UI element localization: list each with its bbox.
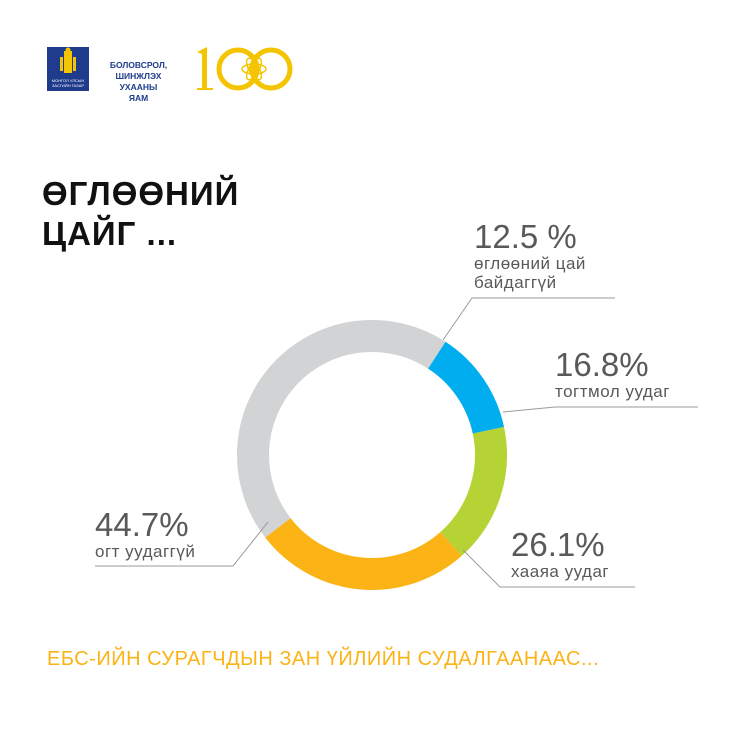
slice-percent: 44.7% [95, 506, 189, 543]
ministry-line: ЯАМ [128, 93, 149, 103]
leader-line [462, 549, 635, 588]
slice-label-2: 26.1% хааяа уудаг [511, 526, 610, 582]
donut-slice-3 [237, 320, 446, 538]
donut-slice-1 [440, 426, 507, 556]
leader-line [95, 521, 269, 567]
emblem-text: МОНГОЛ УЛСЫН ЗАСГИЙН ГАЗАР [51, 78, 85, 88]
slice-percent: 26.1% [511, 526, 605, 563]
anniversary-100-logo [197, 47, 293, 91]
ministry-name: БОЛОВСРОЛ, ШИНЖЛЭХ УХААНЫ ЯАМ [96, 60, 181, 104]
chart-title: ӨГЛӨӨНИЙ ЦАЙГ ... [42, 174, 239, 254]
title-line: ЦАЙГ ... [42, 215, 178, 252]
ministry-line: БОЛОВСРОЛ, [109, 60, 168, 70]
slice-label-text: хааяа уудаг [511, 562, 610, 581]
donut-slice-2 [265, 517, 462, 590]
government-emblem-logo: МОНГОЛ УЛСЫН ЗАСГИЙН ГАЗАР [47, 47, 89, 91]
slice-label-text: өглөөний цай [474, 254, 586, 273]
slice-percent: 12.5 % [474, 218, 577, 255]
slice-label-text: огт уудаггүй [95, 542, 196, 561]
footer-source: ЕБС-ИЙН СУРАГЧДЫН ЗАН ҮЙЛИЙН СУДАЛГААНАА… [47, 648, 600, 670]
donut-slice-0 [427, 341, 505, 434]
slice-label-3: 44.7% огт уудаггүй [95, 506, 196, 562]
slice-label-text: байдаггүй [474, 273, 557, 292]
title-line: ӨГЛӨӨНИЙ [42, 175, 240, 212]
leader-line [502, 406, 698, 413]
slice-label-1: 16.8% тогтмол уудаг [555, 346, 670, 402]
leader-line [442, 297, 615, 341]
slice-label-0: 12.5 % өглөөний цай байдаггүй [474, 218, 586, 293]
ministry-line: ШИНЖЛЭХ УХААНЫ [115, 71, 162, 92]
slice-percent: 16.8% [555, 346, 649, 383]
slice-label-text: тогтмол уудаг [555, 382, 670, 401]
